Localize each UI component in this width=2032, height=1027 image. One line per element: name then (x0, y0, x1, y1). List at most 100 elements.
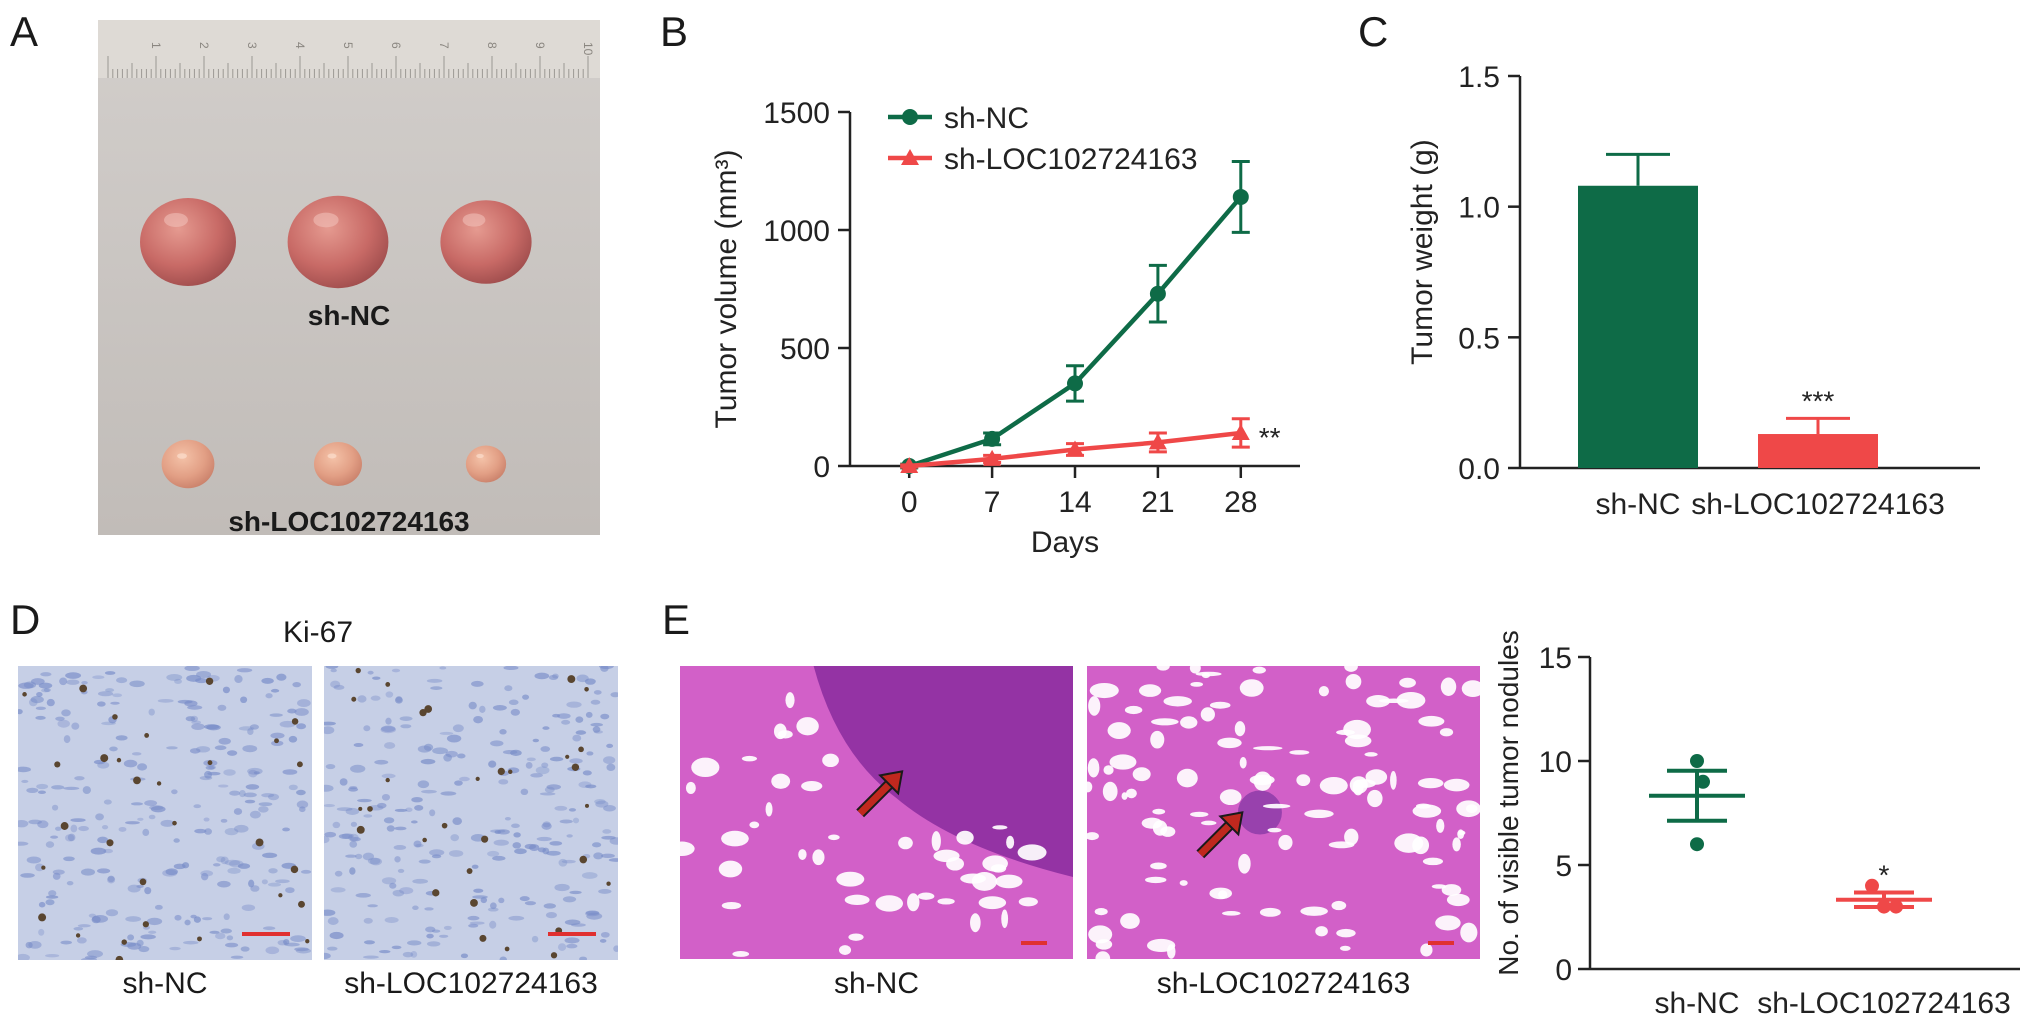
cell-nucleus (296, 723, 307, 730)
ki67-positive-nucleus (497, 767, 505, 776)
ki67-positive-nucleus (106, 839, 114, 847)
cell-nucleus (339, 778, 348, 786)
alveolar-space (1239, 756, 1247, 769)
cell-nucleus (294, 708, 309, 716)
alveolar-space (1147, 938, 1176, 953)
cell-nucleus (265, 693, 273, 699)
legend-label: sh-NC (944, 102, 1029, 135)
cell-nucleus (92, 914, 109, 923)
ki67-positive-nucleus (278, 893, 283, 898)
cell-nucleus (504, 817, 511, 821)
cell-nucleus (372, 676, 381, 680)
alveolar-space (1006, 835, 1015, 849)
cell-nucleus (105, 909, 119, 917)
y-tick-label: 0 (1555, 954, 1572, 987)
cell-nucleus (234, 675, 243, 684)
ruler-number: 1 (149, 42, 163, 49)
cell-nucleus (439, 934, 449, 938)
cell-nucleus (448, 850, 464, 857)
alveolar-space (1160, 826, 1176, 837)
alveolar-space (822, 753, 839, 768)
tumor-highlight (313, 212, 339, 228)
alveolar-space (765, 802, 773, 817)
cell-nucleus (112, 693, 123, 698)
cell-nucleus (25, 941, 33, 949)
alveolar-space (844, 894, 870, 906)
cell-nucleus (261, 793, 275, 798)
alveolar-space (721, 901, 742, 910)
cell-nucleus (109, 746, 118, 752)
tumor-highlight (462, 213, 486, 227)
cell-nucleus (300, 869, 312, 874)
cell-nucleus (336, 807, 353, 812)
y-tick-label: 1.0 (1458, 192, 1500, 225)
alveolar-space (1088, 696, 1101, 716)
alveolar-space (1339, 945, 1351, 951)
cell-nucleus (35, 706, 46, 711)
cell-nucleus (209, 930, 220, 934)
cell-nucleus (578, 781, 592, 788)
cell-nucleus (66, 880, 74, 886)
panel-letter-e: E (662, 596, 691, 643)
cell-nucleus (467, 915, 480, 921)
tumor-highlight (327, 453, 337, 459)
cell-nucleus (586, 912, 603, 920)
ki67-positive-nucleus (571, 763, 580, 771)
cell-nucleus (148, 814, 156, 820)
alveolar-space (1304, 809, 1334, 819)
cell-nucleus (545, 912, 557, 919)
cell-nucleus (459, 776, 470, 782)
alveolar-space (732, 951, 750, 957)
he-histology-sh-nc (680, 666, 1073, 959)
alveolar-space (907, 893, 920, 912)
cell-nucleus (184, 666, 200, 672)
cell-nucleus (174, 914, 182, 921)
cell-nucleus (443, 925, 452, 930)
cell-nucleus (271, 740, 284, 747)
cell-nucleus (223, 913, 230, 921)
tumor-weight-chart: 0.0 0.5 1.0 1.5 Tumor weight (g) sh-NC sh-LOC1… (1406, 61, 1980, 521)
cell-nucleus (215, 932, 226, 940)
cell-nucleus (116, 677, 128, 684)
cell-nucleus (95, 813, 104, 821)
cell-nucleus (367, 857, 381, 865)
alveolar-space (1124, 705, 1143, 715)
cell-nucleus (169, 946, 181, 951)
ki67-positive-nucleus (351, 696, 357, 702)
ruler (98, 20, 600, 78)
cell-nucleus (386, 825, 395, 832)
cell-nucleus (59, 677, 68, 686)
cell-nucleus (30, 695, 44, 704)
cell-nucleus (63, 786, 80, 791)
cell-nucleus (70, 818, 86, 823)
data-point (1232, 188, 1249, 205)
cell-nucleus (97, 691, 114, 697)
ki67-histology-sh-loc (324, 666, 618, 960)
cell-nucleus (397, 868, 405, 873)
alveolar-space (749, 821, 760, 829)
ki67-positive-nucleus (54, 761, 61, 768)
alveolar-space (1259, 907, 1281, 917)
cell-nucleus (166, 746, 178, 750)
cell-nucleus (249, 810, 261, 819)
cell-nucleus (546, 850, 561, 856)
alveolar-space (1446, 893, 1470, 907)
cell-nucleus (490, 902, 497, 910)
cell-nucleus (233, 808, 243, 815)
arrow-head (878, 770, 904, 796)
alveolar-space (1200, 707, 1215, 722)
cell-nucleus (165, 868, 178, 876)
cell-nucleus (450, 834, 460, 842)
cell-nucleus (63, 735, 71, 744)
cell-nucleus (131, 752, 142, 756)
cell-nucleus (118, 826, 127, 832)
cell-nucleus (225, 942, 239, 948)
data-point (1148, 433, 1167, 450)
cell-nucleus (562, 896, 577, 903)
cell-nucleus (191, 723, 205, 731)
cell-nucleus (554, 805, 568, 811)
cell-nucleus (123, 759, 138, 768)
alveolar-space (1238, 853, 1251, 874)
cell-nucleus (590, 699, 601, 705)
cell-nucleus (552, 673, 559, 679)
